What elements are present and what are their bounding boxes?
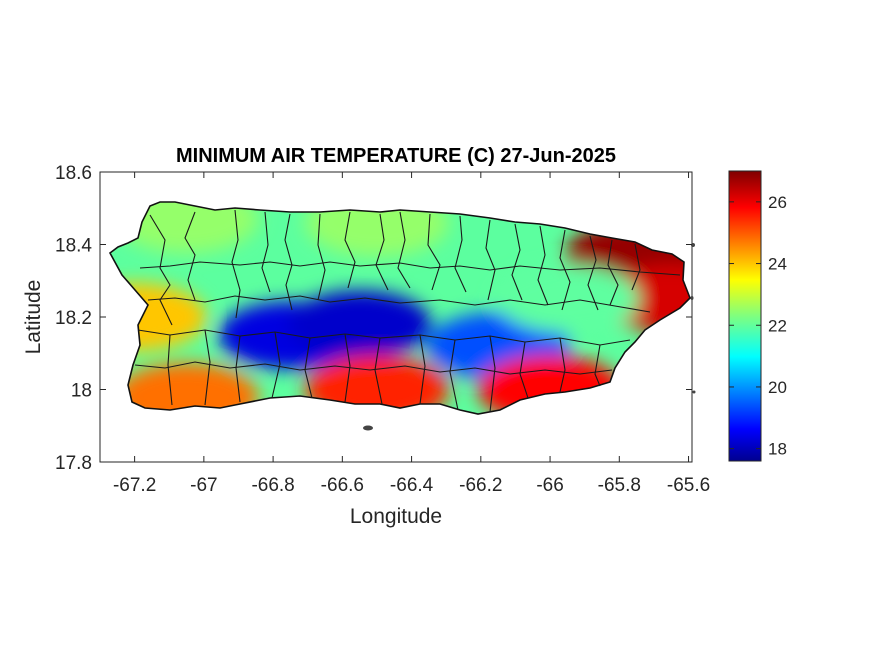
colorbar-tick-label: 18 bbox=[768, 440, 787, 459]
y-axis-label: Latitude bbox=[22, 280, 45, 355]
municipality-boundaries bbox=[134, 209, 681, 413]
colorbar bbox=[728, 170, 762, 462]
x-tick-label: -66.2 bbox=[459, 475, 502, 496]
x-tick-label: -65.6 bbox=[667, 475, 710, 496]
colorbar-ticks: 26 24 22 20 18 bbox=[729, 193, 787, 459]
x-tick-label: -67.2 bbox=[113, 475, 156, 496]
y-tick-label: 17.8 bbox=[55, 453, 92, 474]
x-tick-label: -66.6 bbox=[321, 475, 364, 496]
x-tick-label: -66.8 bbox=[251, 475, 294, 496]
heat-region bbox=[495, 264, 640, 333]
y-axis: 18.6 18.4 18.2 18 17.8 bbox=[55, 163, 692, 474]
x-tick-label: -67 bbox=[190, 475, 217, 496]
x-tick-label: -66.4 bbox=[390, 475, 434, 496]
x-tick-label: -65.8 bbox=[598, 475, 641, 496]
x-axis: -67.2 -67 -66.8 -66.6 -66.4 -66.2 -66 -65.8 -65.… bbox=[113, 172, 710, 496]
colorbar-tick-label: 20 bbox=[768, 378, 787, 397]
colorbar-tick-label: 22 bbox=[768, 316, 787, 335]
x-tick-label: -66 bbox=[536, 475, 563, 496]
y-tick-label: 18 bbox=[71, 381, 92, 402]
colorbar-tick-label: 24 bbox=[768, 255, 787, 274]
x-axis-label: Longitude bbox=[350, 505, 442, 528]
chart-title: MINIMUM AIR TEMPERATURE (C) 27-Jun-2025 bbox=[176, 145, 616, 167]
islets bbox=[363, 243, 696, 431]
y-tick-label: 18.6 bbox=[55, 163, 92, 184]
y-tick-label: 18.4 bbox=[55, 236, 92, 257]
colorbar-tick-label: 26 bbox=[768, 193, 787, 212]
heat-region bbox=[287, 290, 432, 359]
y-tick-label: 18.2 bbox=[55, 308, 92, 329]
